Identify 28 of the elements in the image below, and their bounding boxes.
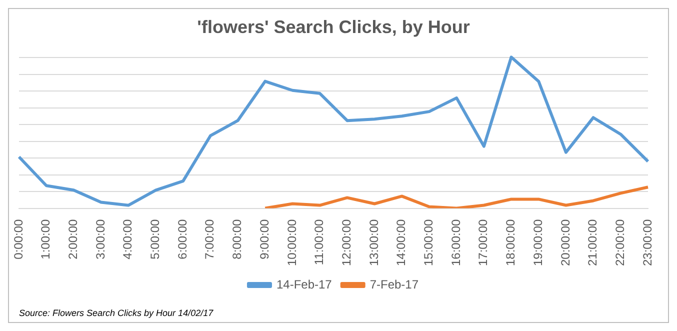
- x-tick-label: 9:00:00: [257, 218, 272, 260]
- x-tick-label: 12:00:00: [339, 218, 354, 266]
- x-tick-label: 6:00:00: [175, 218, 190, 260]
- x-tick-label: 4:00:00: [120, 218, 135, 260]
- legend-label: 14-Feb-17: [276, 277, 332, 292]
- x-tick-label: 18:00:00: [504, 218, 518, 266]
- x-tick-label: 21:00:00: [586, 218, 600, 266]
- x-tick-label: 1:00:00: [38, 218, 53, 260]
- x-tick-label: 2:00:00: [66, 218, 80, 260]
- x-tick-label: 5:00:00: [148, 218, 162, 260]
- x-tick-label: 14:00:00: [394, 218, 408, 266]
- x-tick-label: 7:00:00: [202, 218, 217, 260]
- x-tick-label: 19:00:00: [530, 218, 545, 266]
- x-tick-label: 13:00:00: [366, 218, 381, 266]
- x-tick-label: 16:00:00: [448, 218, 463, 266]
- x-tick-label: 15:00:00: [422, 218, 436, 266]
- x-tick-label: 11:00:00: [312, 218, 326, 266]
- x-tick-label: 10:00:00: [284, 218, 299, 266]
- x-tick-label: 0:00:00: [11, 218, 26, 260]
- x-tick-label: 20:00:00: [558, 218, 572, 266]
- x-tick-label: 3:00:00: [93, 218, 108, 260]
- chart-title: 'flowers' Search Clicks, by Hour: [197, 16, 470, 37]
- x-tick-label: 23:00:00: [640, 218, 654, 266]
- x-tick-label: 8:00:00: [230, 218, 244, 260]
- source-note: Source: Flowers Search Clicks by Hour 14/02/17: [19, 308, 214, 318]
- x-tick-label: 17:00:00: [476, 218, 490, 266]
- x-tick-label: 22:00:00: [612, 218, 627, 266]
- legend-label: 7-Feb-17: [370, 277, 419, 292]
